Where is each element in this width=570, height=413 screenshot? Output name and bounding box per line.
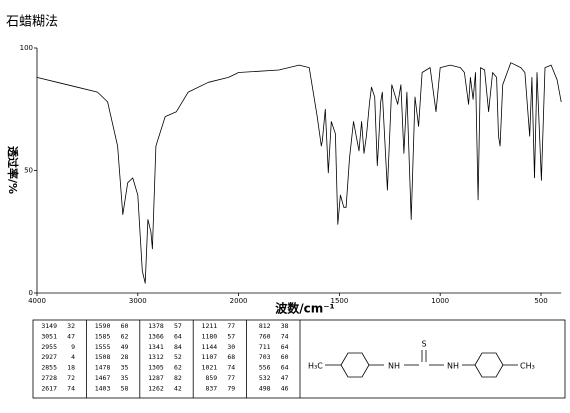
transmittance: 57: [227, 332, 235, 340]
wavenumber: 1478: [95, 364, 111, 372]
transmittance: 30: [227, 343, 235, 351]
wavenumber: 1021: [202, 364, 218, 372]
wavenumber: 1144: [202, 343, 218, 351]
transmittance: 35: [121, 374, 129, 382]
wavenumber: 2927: [41, 353, 57, 361]
transmittance: 18: [67, 364, 75, 372]
transmittance: 74: [227, 364, 235, 372]
wavenumber: 556: [259, 364, 271, 372]
wavenumber: 1590: [95, 322, 111, 330]
x-tick-label: 2000: [230, 297, 248, 305]
transmittance: 68: [227, 353, 235, 361]
transmittance: 52: [174, 353, 182, 361]
atom-label: NH: [447, 362, 459, 371]
structure-drawing: [325, 350, 518, 378]
wavenumber: 1366: [148, 332, 164, 340]
transmittance: 38: [281, 322, 289, 330]
wavenumber: 532: [259, 374, 271, 382]
wavenumber: 1378: [148, 322, 164, 330]
spectrum-line: [36, 62, 562, 284]
wavenumber: 2855: [41, 364, 57, 372]
transmittance: 60: [281, 353, 289, 361]
atom-label: H₃C: [308, 362, 323, 371]
wavenumber: 1585: [95, 332, 111, 340]
wavenumber: 837: [205, 384, 217, 392]
x-axis-label: 波数/cm⁻¹: [275, 301, 335, 316]
wavenumber: 812: [259, 322, 271, 330]
x-tick-label: 500: [534, 297, 547, 305]
transmittance: 79: [227, 384, 235, 392]
wavenumber: 1467: [95, 374, 111, 382]
wavenumber: 1341: [148, 343, 164, 351]
wavenumber: 3149: [41, 322, 57, 330]
y-tick-label: 50: [24, 167, 33, 175]
x-tick-label: 4000: [28, 297, 46, 305]
y-tick-label: 0: [29, 289, 33, 297]
wavenumber: 711: [259, 343, 271, 351]
transmittance: 60: [121, 322, 129, 330]
wavenumber: 1403: [95, 384, 111, 392]
transmittance: 58: [121, 384, 129, 392]
transmittance: 72: [67, 374, 75, 382]
transmittance: 47: [281, 374, 289, 382]
wavenumber: 1107: [202, 353, 218, 361]
wavenumber: 498: [259, 384, 271, 392]
transmittance: 28: [121, 353, 129, 361]
y-axis-label: 透过率/%: [6, 146, 20, 194]
x-tick-label: 1000: [431, 297, 449, 305]
wavenumber: 760: [259, 332, 271, 340]
wavenumber: 1555: [95, 343, 111, 351]
wavenumber: 2617: [41, 384, 57, 392]
transmittance: 77: [227, 322, 235, 330]
transmittance: 84: [174, 343, 182, 351]
transmittance: 32: [67, 322, 75, 330]
transmittance: 64: [174, 332, 182, 340]
transmittance: 82: [174, 374, 182, 382]
transmittance: 62: [121, 332, 129, 340]
chart-title: 石蜡糊法: [6, 14, 58, 30]
transmittance: 49: [121, 343, 129, 351]
transmittance: 74: [67, 384, 75, 392]
wavenumber: 2955: [41, 343, 57, 351]
transmittance: 62: [174, 364, 182, 372]
wavenumber: 859: [205, 374, 217, 382]
wavenumber: 1287: [148, 374, 164, 382]
wavenumber: 1211: [202, 322, 218, 330]
transmittance: 64: [281, 343, 289, 351]
transmittance: 47: [67, 332, 75, 340]
ring: [340, 352, 370, 378]
wavenumber: 1262: [148, 384, 164, 392]
wavenumber: 703: [259, 353, 271, 361]
x-tick-label: 1500: [330, 297, 348, 305]
transmittance: 64: [281, 364, 289, 372]
atom-label: CH₃: [520, 362, 535, 371]
y-tick-label: 100: [20, 44, 33, 52]
transmittance: 57: [174, 322, 182, 330]
wavenumber: 1508: [95, 353, 111, 361]
wavenumber: 3051: [41, 332, 57, 340]
transmittance: 46: [281, 384, 289, 392]
atom-label: NH: [388, 362, 400, 371]
table-frame: [32, 319, 566, 399]
transmittance: 9: [71, 343, 75, 351]
transmittance: 35: [121, 364, 129, 372]
wavenumber: 1180: [202, 332, 218, 340]
wavenumber: 1305: [148, 364, 164, 372]
transmittance: 77: [227, 374, 235, 382]
wavenumber: 2728: [41, 374, 57, 382]
ring: [474, 352, 504, 378]
x-tick-label: 3000: [129, 297, 147, 305]
atom-label: S: [421, 340, 426, 349]
transmittance: 42: [174, 384, 182, 392]
transmittance: 4: [71, 353, 75, 361]
wavenumber: 1312: [148, 353, 164, 361]
transmittance: 74: [281, 332, 289, 340]
